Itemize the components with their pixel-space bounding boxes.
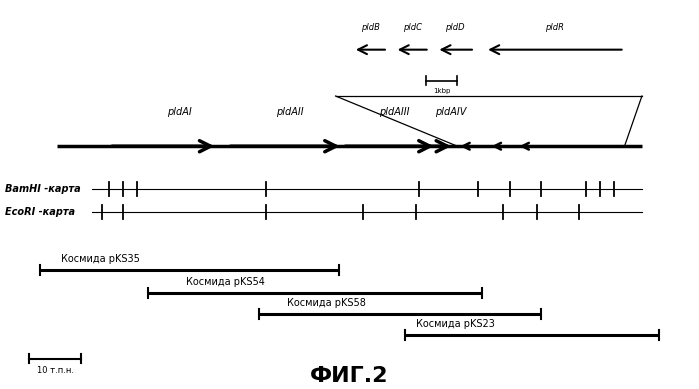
Text: 1kbp: 1kbp (433, 88, 450, 93)
Text: pldAI: pldAI (166, 107, 192, 117)
Text: Космида pKS35: Космида pKS35 (61, 254, 139, 264)
Text: Космида pKS54: Космида pKS54 (186, 277, 265, 287)
Text: pldAIII: pldAIII (380, 107, 410, 117)
Text: 10 т.п.н.: 10 т.п.н. (37, 366, 74, 375)
Text: pldC: pldC (403, 23, 421, 32)
Text: EcoRI -карта: EcoRI -карта (5, 207, 75, 217)
Text: pldB: pldB (361, 23, 380, 32)
Text: pldD: pldD (445, 23, 465, 32)
Text: Космида pKS58: Космида pKS58 (287, 298, 366, 308)
Text: BamHI -карта: BamHI -карта (5, 184, 80, 194)
Text: pldAII: pldAII (277, 107, 304, 117)
Text: ФИГ.2: ФИГ.2 (310, 366, 389, 385)
Text: pldAIV: pldAIV (435, 107, 466, 117)
Text: Космида pKS23: Космида pKS23 (416, 319, 494, 329)
Text: pldR: pldR (545, 23, 564, 32)
